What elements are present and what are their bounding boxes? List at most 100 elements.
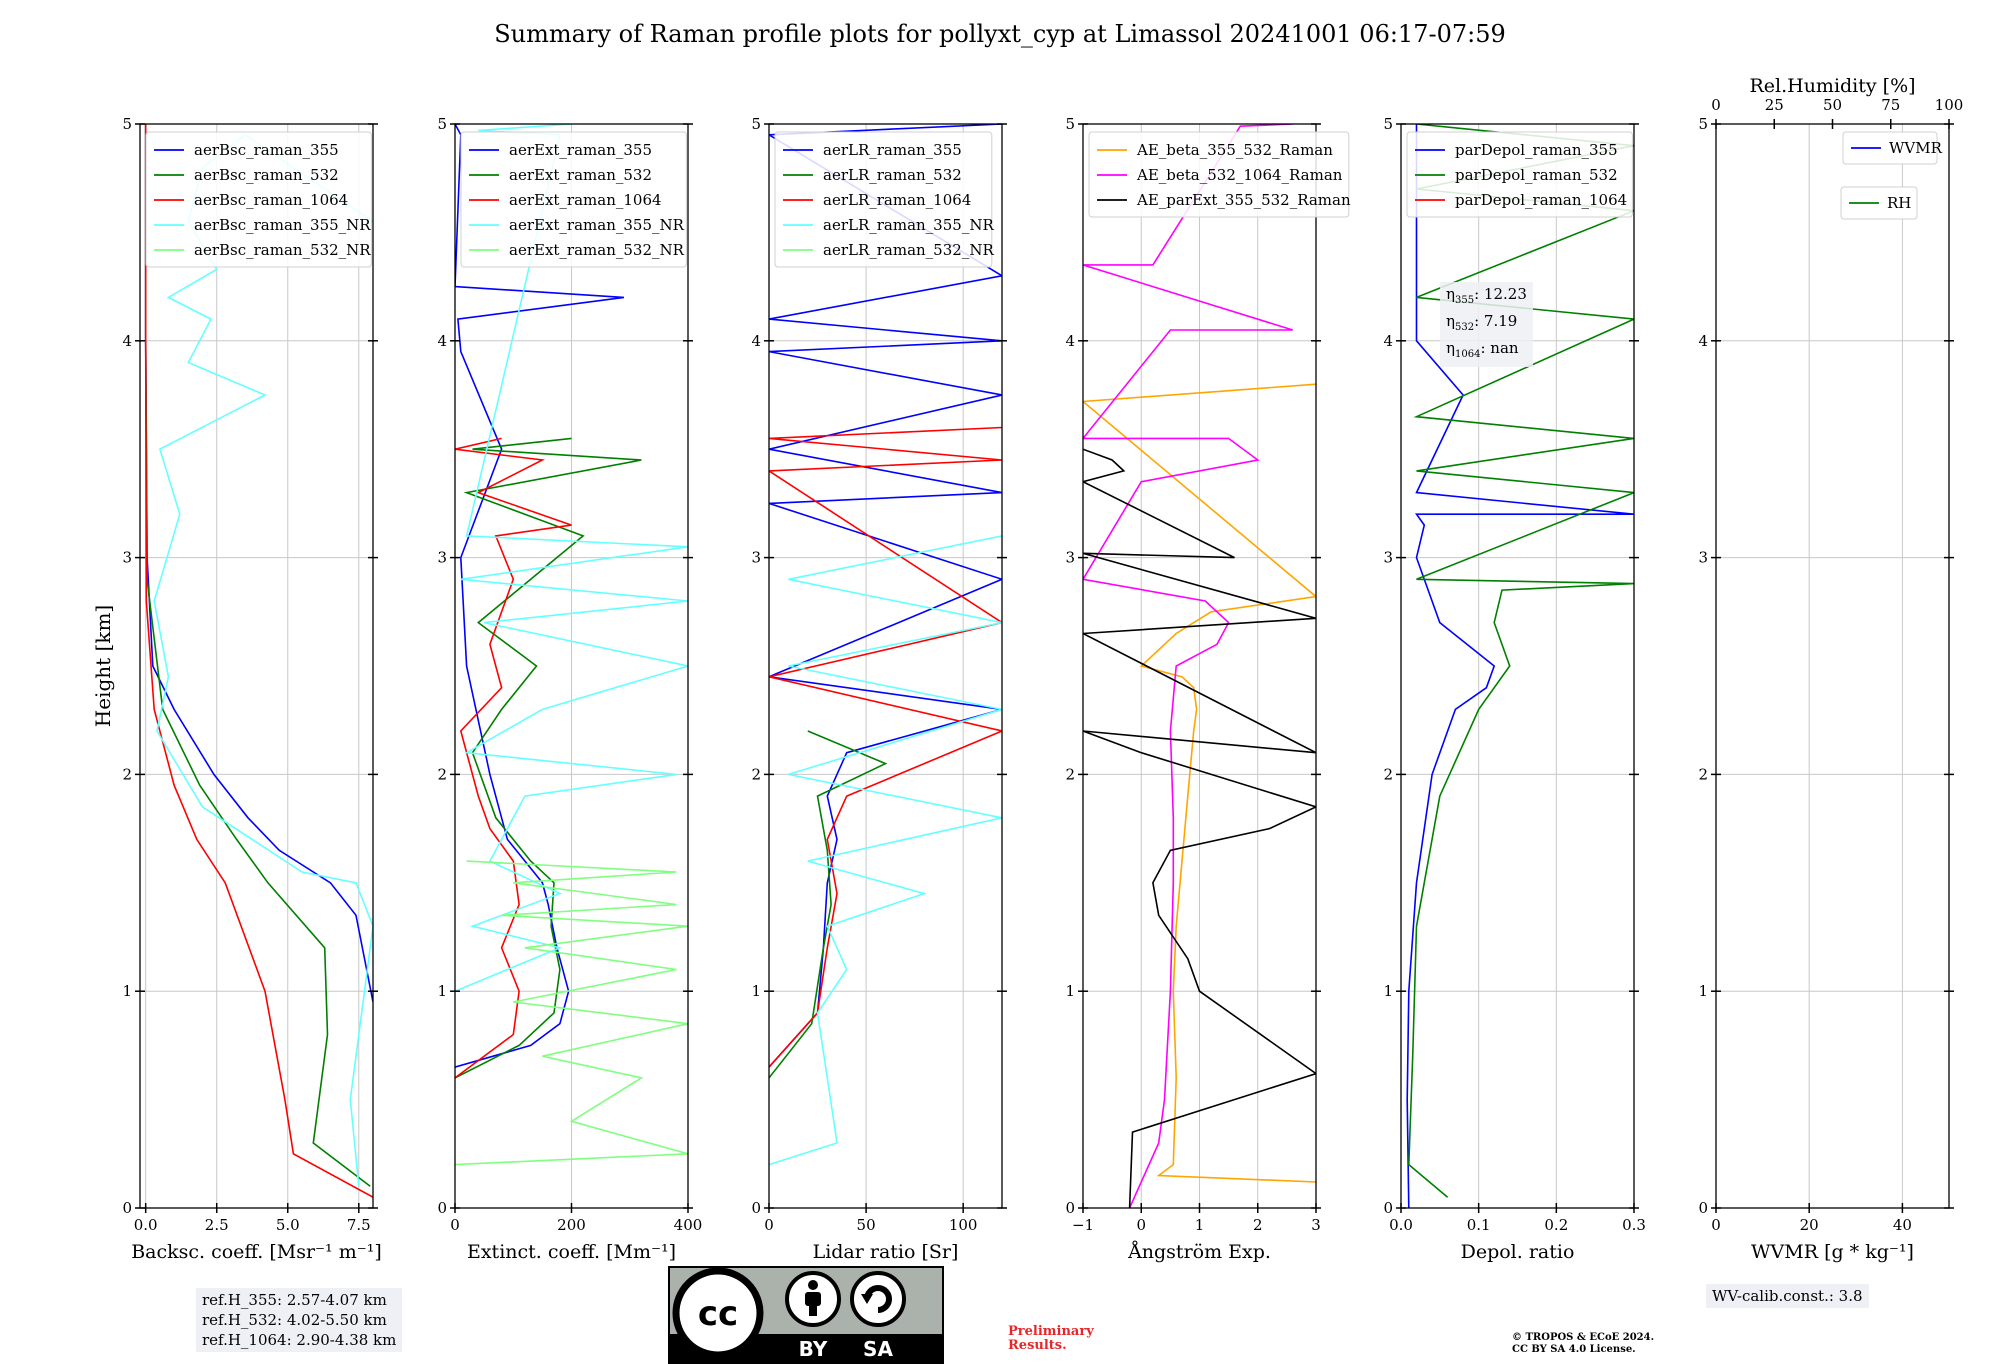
y-tick-label: 1 bbox=[122, 982, 132, 1000]
x-tick-label: 0.0 bbox=[1389, 1216, 1413, 1234]
y-tick-label: 5 bbox=[1383, 115, 1393, 133]
y-tick-label: 1 bbox=[1698, 982, 1708, 1000]
legend-box bbox=[460, 131, 687, 268]
x2-tick-label: 50 bbox=[1823, 96, 1842, 114]
y-tick-label: 3 bbox=[1383, 549, 1393, 567]
legend-label: AE_beta_355_532_Raman bbox=[1136, 141, 1333, 159]
x-tick-label: 0 bbox=[1711, 1216, 1721, 1234]
legend-label: aerLR_raman_355_NR bbox=[823, 216, 994, 234]
y-tick-label: 5 bbox=[437, 115, 447, 133]
series-line-aerExt_raman_1064 bbox=[455, 437, 572, 1079]
series-group bbox=[1406, 124, 1634, 1208]
x-tick-label: 0.3 bbox=[1622, 1216, 1646, 1234]
copyright-line-2: CC BY SA 4.0 License. bbox=[1512, 1344, 1636, 1355]
x-axis-label: Lidar ratio [Sr] bbox=[813, 1241, 959, 1263]
by-attribution-icon bbox=[785, 1271, 841, 1327]
y-tick-label: 4 bbox=[1698, 332, 1708, 350]
x-tick-label: 0.2 bbox=[1544, 1216, 1568, 1234]
legend-label: aerLR_raman_532_NR bbox=[823, 241, 994, 259]
cc-sa-label: SA bbox=[863, 1337, 893, 1361]
x-tick-label: 0.1 bbox=[1467, 1216, 1491, 1234]
x-axis-label: WVMR [g * kg⁻¹] bbox=[1751, 1241, 1914, 1263]
y-tick-label: 3 bbox=[751, 549, 761, 567]
legend-label: AE_parExt_355_532_Raman bbox=[1136, 191, 1351, 209]
x-tick-label: 100 bbox=[949, 1216, 978, 1234]
x2-tick-label: 100 bbox=[1935, 96, 1964, 114]
y-tick-label: 2 bbox=[1065, 765, 1075, 783]
x-tick-label: 400 bbox=[674, 1216, 703, 1234]
legend-label: aerExt_raman_355_NR bbox=[509, 216, 685, 234]
x-tick-label: 0.0 bbox=[134, 1216, 158, 1234]
x2-tick-label: 0 bbox=[1711, 96, 1721, 114]
x-tick-label: 1 bbox=[1195, 1216, 1205, 1234]
y-tick-label: 4 bbox=[1383, 332, 1393, 350]
y-tick-label: 0 bbox=[1383, 1199, 1393, 1217]
y-tick-label: 1 bbox=[1383, 982, 1393, 1000]
series-group bbox=[769, 124, 1002, 1166]
series-line-aerBsc_raman_532 bbox=[144, 124, 371, 1187]
y-tick-label: 3 bbox=[437, 549, 447, 567]
series-line-aerBsc_raman_1064 bbox=[144, 124, 373, 1198]
y-tick-label: 0 bbox=[1065, 1199, 1075, 1217]
legend-box bbox=[1406, 131, 1633, 218]
legend-label: parDepol_raman_355 bbox=[1455, 141, 1618, 159]
eta-532: η532: 7.19 bbox=[1446, 312, 1518, 333]
svg-text:cc: cc bbox=[698, 1294, 738, 1334]
copyright-note: © TROPOS & ECoE 2024. CC BY SA 4.0 Licen… bbox=[1512, 1332, 1654, 1356]
series-group bbox=[144, 124, 373, 1198]
panel-5: 0 1 2 3 4 5 0.0 0.1 0.2 0.3 Depol. ratio parDepol_r… bbox=[1383, 115, 1645, 1263]
y-tick-label: 0 bbox=[751, 1199, 761, 1217]
series-line-aerLR_raman_1064 bbox=[769, 426, 1002, 1068]
legend-box bbox=[1842, 131, 1938, 165]
preliminary-line-1: Preliminary bbox=[1008, 1324, 1094, 1339]
y-tick-label: 0 bbox=[122, 1199, 132, 1217]
series-group bbox=[1083, 124, 1316, 1208]
legend-label: aerBsc_raman_355 bbox=[194, 141, 339, 159]
y-tick-label: 5 bbox=[1698, 115, 1708, 133]
series-line-AE_beta_355_532_Raman bbox=[1083, 383, 1316, 1183]
legend-label: parDepol_raman_532 bbox=[1455, 166, 1618, 184]
legend-label: aerExt_raman_532 bbox=[509, 166, 652, 184]
series-line-aerLR_raman_532 bbox=[769, 730, 888, 1079]
eta-box: η355: 12.23 η532: 7.19 η1064: nan bbox=[1440, 282, 1533, 367]
x2-tick-label: 25 bbox=[1765, 96, 1784, 114]
eta-355-value: 12.23 bbox=[1483, 285, 1527, 303]
y-tick-label: 0 bbox=[437, 1199, 447, 1217]
x2-tick-label: 75 bbox=[1881, 96, 1900, 114]
ref-height-355: ref.H_355: 2.57-4.07 km bbox=[202, 1291, 387, 1309]
x-tick-label: 0 bbox=[1136, 1216, 1146, 1234]
x-tick-label: 2.5 bbox=[205, 1216, 229, 1234]
eta-1064: η1064: nan bbox=[1446, 339, 1519, 360]
x-tick-label: 50 bbox=[857, 1216, 876, 1234]
cc-icon: cc bbox=[672, 1267, 764, 1359]
y-tick-label: 1 bbox=[1065, 982, 1075, 1000]
ref-heights-box: ref.H_355: 2.57-4.07 km ref.H_532: 4.02-… bbox=[196, 1288, 403, 1352]
legend-label: WVMR bbox=[1889, 139, 1943, 157]
legend-label: aerBsc_raman_532_NR bbox=[194, 241, 371, 259]
legend-label: aerBsc_raman_355_NR bbox=[194, 216, 371, 234]
legend-label: aerLR_raman_532 bbox=[823, 166, 962, 184]
sa-sharealike-icon bbox=[850, 1271, 906, 1327]
x-axis-label: Backsc. coeff. [Msr⁻¹ m⁻¹] bbox=[131, 1241, 382, 1263]
panel-frame bbox=[1715, 123, 1950, 1209]
y-tick-label: 4 bbox=[751, 332, 761, 350]
legend-label: RH bbox=[1887, 194, 1911, 212]
series-line-parDepol_raman_355 bbox=[1406, 124, 1634, 1208]
x-axis-label: Depol. ratio bbox=[1461, 1241, 1575, 1263]
x-axis-label: Ångström Exp. bbox=[1127, 1241, 1271, 1263]
panel-frame bbox=[1400, 123, 1635, 1209]
panel-2: 0 1 2 3 4 5 0 200 400 Extinct. coeff. [Mm⁻¹] aerEx… bbox=[437, 115, 702, 1263]
legend-box bbox=[145, 131, 372, 268]
legend: aerExt_raman_355 aerExt_raman_532 aerExt_r… bbox=[460, 131, 687, 268]
legend-label: aerLR_raman_1064 bbox=[823, 191, 971, 209]
y-tick-label: 5 bbox=[751, 115, 761, 133]
ref-height-1064: ref.H_1064: 2.90-4.38 km bbox=[202, 1331, 397, 1349]
series-line-aerExt_raman_355_NR bbox=[455, 124, 688, 992]
x2-axis-label: Rel.Humidity [%] bbox=[1749, 75, 1915, 97]
y-tick-label: 3 bbox=[1698, 549, 1708, 567]
legend-label: parDepol_raman_1064 bbox=[1455, 191, 1627, 209]
